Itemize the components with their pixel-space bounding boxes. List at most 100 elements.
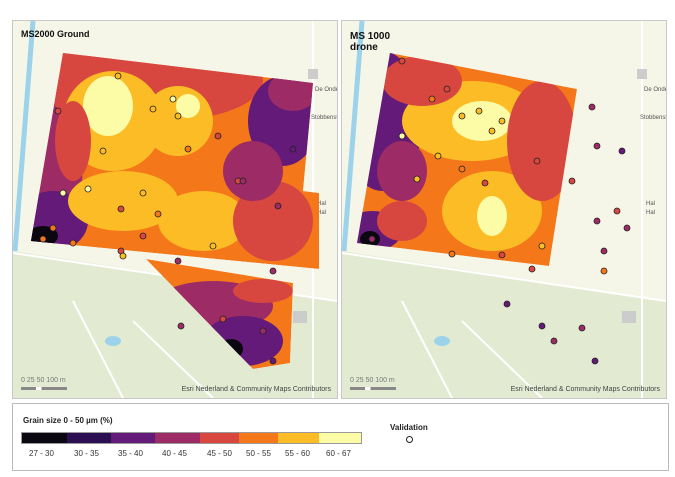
scale-label: 0 25 50 100 m <box>21 377 66 384</box>
validation-point <box>274 202 282 210</box>
legend-label: 45 - 50 <box>207 449 232 458</box>
canal <box>342 21 365 252</box>
validation-point <box>588 103 596 111</box>
validation-point <box>117 205 125 213</box>
validation-point <box>69 239 77 247</box>
map-title: MS 1000 drone <box>350 31 391 53</box>
validation-point <box>533 157 541 165</box>
attribution: Esri Nederland & Community Maps Contribu… <box>510 386 660 393</box>
validation-point <box>219 315 227 323</box>
validation-point <box>289 145 297 153</box>
validation-point <box>174 112 182 120</box>
raster-class <box>477 196 507 236</box>
raster-class <box>507 81 577 201</box>
raster-class <box>382 56 462 106</box>
pond <box>105 336 121 346</box>
validation-point <box>269 267 277 275</box>
validation-point <box>49 224 57 232</box>
validation-point <box>600 247 608 255</box>
raster-class <box>176 94 200 118</box>
validation-point <box>498 117 506 125</box>
validation-point <box>398 132 406 140</box>
road <box>342 21 666 398</box>
raster-class <box>158 191 248 251</box>
street-label: Hal <box>646 201 655 207</box>
validation-point <box>623 224 631 232</box>
map-canvas[interactable]: De Ondersten... Stobbenstr... Hal Hal <box>13 21 337 398</box>
validation-point <box>398 57 406 65</box>
validation-point <box>593 142 601 150</box>
validation-point <box>434 152 442 160</box>
validation-point <box>550 337 558 345</box>
street-label: De Ondersten... <box>315 87 337 93</box>
raster-class <box>377 141 427 201</box>
raster-class <box>452 101 512 141</box>
street-label: Hal <box>317 201 326 207</box>
validation-point <box>239 177 247 185</box>
street-label: Stobbenstr... <box>640 115 666 121</box>
validation-point <box>184 145 192 153</box>
validation-point <box>488 127 496 135</box>
legend-swatch <box>239 433 278 443</box>
legend-label: 60 - 67 <box>326 449 351 458</box>
legend-swatch <box>200 433 239 443</box>
validation-point <box>39 235 47 243</box>
legend-swatch <box>319 433 361 443</box>
map-canvas[interactable]: De Ondersten... Stobbenstr... Hal Hal <box>342 21 666 398</box>
validation-point <box>54 107 62 115</box>
raster-class <box>55 101 91 181</box>
validation-point <box>214 132 222 140</box>
legend-label: 50 - 55 <box>246 449 271 458</box>
validation-point <box>568 177 576 185</box>
raster-class <box>68 171 178 231</box>
validation-point <box>591 357 599 365</box>
attribution: Esri Nederland & Community Maps Contribu… <box>181 386 331 393</box>
building <box>622 311 636 323</box>
validation-point <box>538 242 546 250</box>
scale-bar <box>21 387 67 390</box>
validation-point <box>618 147 626 155</box>
validation-point <box>538 322 546 330</box>
validation-point <box>503 300 511 308</box>
legend: Grain size 0 - 50 µm (%) 27 - 30 30 - 35 3… <box>12 403 669 471</box>
grain-size-raster <box>357 53 577 266</box>
raster-class <box>223 141 283 201</box>
street-label: Stobbenstr... <box>311 115 337 121</box>
validation-point <box>481 179 489 187</box>
legend-label: 55 - 60 <box>285 449 310 458</box>
legend-label: 40 - 45 <box>162 449 187 458</box>
validation-point <box>269 357 277 365</box>
street-label: Hal <box>317 210 326 216</box>
validation-point <box>458 112 466 120</box>
validation-point <box>149 105 157 113</box>
validation-point <box>578 324 586 332</box>
validation-point <box>119 252 127 260</box>
legend-swatch <box>67 433 111 443</box>
validation-point <box>475 107 483 115</box>
validation-point <box>600 267 608 275</box>
legend-swatch <box>22 433 67 443</box>
validation-point <box>528 265 536 273</box>
park-area <box>342 251 666 398</box>
legend-title: Grain size 0 - 50 µm (%) <box>23 416 113 425</box>
validation-point <box>84 185 92 193</box>
map-title: MS2000 Ground <box>21 29 90 39</box>
legend-label: 27 - 30 <box>29 449 54 458</box>
map-panel-ground[interactable]: De Ondersten... Stobbenstr... Hal Hal MS200… <box>12 20 338 399</box>
validation-point <box>174 257 182 265</box>
legend-label: 30 - 35 <box>74 449 99 458</box>
building <box>293 311 307 323</box>
building <box>308 69 318 79</box>
scale-bar <box>350 387 396 390</box>
raster-class <box>83 76 133 136</box>
street-label: Hal <box>646 210 655 216</box>
building <box>637 69 647 79</box>
scale-label: 0 25 50 100 m <box>350 377 395 384</box>
pond <box>434 336 450 346</box>
raster-class <box>233 279 293 303</box>
map-panel-drone[interactable]: De Ondersten... Stobbenstr... Hal Hal MS 10… <box>341 20 667 399</box>
validation-point <box>169 95 177 103</box>
validation-point <box>368 235 376 243</box>
grain-size-raster <box>31 53 319 269</box>
validation-point <box>99 147 107 155</box>
